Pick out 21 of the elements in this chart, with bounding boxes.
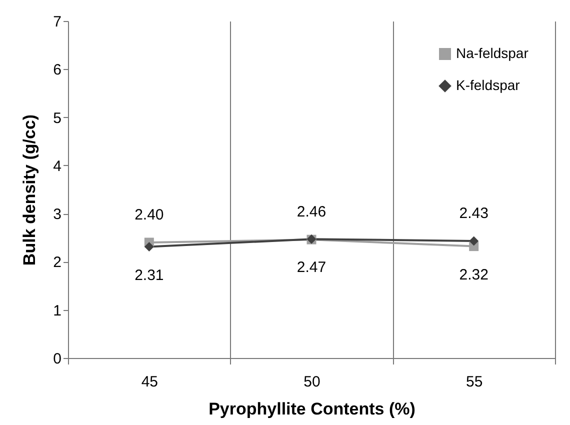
x-tick-label: 55 xyxy=(466,374,483,390)
x-tick-label: 45 xyxy=(141,374,158,390)
y-tick-label: 2 xyxy=(53,254,62,272)
data-label: 2.46 xyxy=(296,204,326,221)
x-tick-label: 50 xyxy=(304,374,320,390)
legend-label: K-feldspar xyxy=(456,77,520,93)
data-label: 2.40 xyxy=(134,206,164,224)
y-tick-label: 6 xyxy=(53,62,62,79)
data-label: 2.47 xyxy=(296,259,326,276)
y-tick-label: 0 xyxy=(53,350,62,368)
y-tick-label: 4 xyxy=(53,158,62,175)
y-tick-label: 1 xyxy=(53,302,62,320)
legend-label: Na-feldspar xyxy=(456,45,529,61)
y-tick-label: 5 xyxy=(53,110,62,127)
y-tick-label: 3 xyxy=(53,206,62,224)
y-axis-title: Bulk density (g/cc) xyxy=(20,114,40,266)
data-label: 2.32 xyxy=(459,266,488,284)
x-axis-title: Pyrophyllite Contents (%) xyxy=(208,400,416,418)
data-label: 2.43 xyxy=(459,205,488,222)
data-label: 2.31 xyxy=(134,266,164,284)
y-tick-label: 7 xyxy=(53,14,62,30)
